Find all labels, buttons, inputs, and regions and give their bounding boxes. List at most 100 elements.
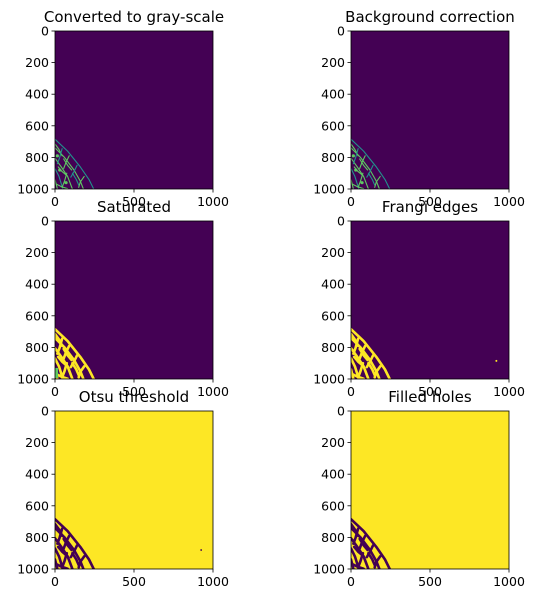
feature-edge <box>365 543 375 559</box>
feature-edge <box>351 372 365 379</box>
y-tick-label: 600 <box>321 308 345 323</box>
panel-title: Frangi edges <box>382 198 478 216</box>
y-tick-label: 200 <box>321 245 345 260</box>
feature-edge <box>71 172 80 186</box>
y-tick-label: 0 <box>337 24 345 39</box>
feature-edge <box>356 361 365 379</box>
feature-edge <box>351 357 361 379</box>
feature-edge <box>71 551 80 567</box>
x-tick-label: 1000 <box>197 574 229 589</box>
feature-edge <box>357 172 364 188</box>
image-features <box>55 138 95 189</box>
x-tick-label: 500 <box>418 384 442 399</box>
x-tick-label: 0 <box>51 384 59 399</box>
y-tick-label: 800 <box>321 340 345 355</box>
x-tick-label: 0 <box>347 384 355 399</box>
feature-edge <box>367 361 377 377</box>
y-tick-label: 800 <box>25 530 49 545</box>
y-tick-label: 800 <box>25 150 49 165</box>
y-tick-label: 1000 <box>17 182 49 197</box>
feature-edge <box>62 537 73 552</box>
feature-edge <box>374 175 381 188</box>
y-tick-label: 0 <box>41 24 49 39</box>
y-tick-label: 1000 <box>313 562 345 577</box>
feature-spot <box>360 181 364 185</box>
x-tick-label: 500 <box>418 194 442 209</box>
y-tick-label: 800 <box>321 530 345 545</box>
feature-spot <box>354 168 358 172</box>
y-tick-label: 0 <box>337 214 345 229</box>
feature-edge <box>351 167 360 189</box>
x-tick-label: 500 <box>418 574 442 589</box>
y-tick-label: 800 <box>321 150 345 165</box>
y-tick-label: 200 <box>25 245 49 260</box>
image-background <box>55 31 213 189</box>
feature-edge <box>358 347 369 362</box>
panel-title: Otsu threshold <box>79 388 189 406</box>
feature-edge <box>78 175 85 188</box>
feature-edge <box>356 551 365 569</box>
y-tick-label: 400 <box>25 467 49 482</box>
feature-edge <box>352 337 360 356</box>
x-tick-label: 1000 <box>197 194 229 209</box>
x-tick-label: 0 <box>347 574 355 589</box>
y-tick-label: 0 <box>41 214 49 229</box>
x-tick-label: 500 <box>122 194 146 209</box>
y-tick-label: 200 <box>321 435 345 450</box>
image-features <box>55 327 95 379</box>
x-tick-label: 1000 <box>197 384 229 399</box>
feature-edge <box>69 353 79 369</box>
feature-edge <box>351 547 361 569</box>
noise-dot <box>200 549 203 551</box>
feature-edge <box>366 164 374 178</box>
feature-edge <box>60 551 69 569</box>
feature-edge <box>373 555 382 569</box>
image-background <box>55 411 213 569</box>
image-features <box>55 517 203 569</box>
y-tick-label: 400 <box>25 87 49 102</box>
y-tick-label: 0 <box>337 404 345 419</box>
y-tick-label: 1000 <box>313 182 345 197</box>
image-features <box>351 327 498 379</box>
x-tick-label: 1000 <box>493 384 525 399</box>
x-tick-label: 1000 <box>493 574 525 589</box>
feature-spot <box>58 168 62 172</box>
feature-edge <box>358 537 369 552</box>
feature-edge <box>55 547 65 569</box>
panel-title: Converted to gray-scale <box>44 8 224 26</box>
x-tick-label: 500 <box>122 384 146 399</box>
feature-edge <box>55 138 95 189</box>
feature-edge <box>351 327 392 379</box>
y-tick-label: 400 <box>321 467 345 482</box>
x-tick-label: 1000 <box>493 194 525 209</box>
feature-edge <box>55 167 64 189</box>
feature-edge <box>62 347 73 362</box>
image-background <box>55 221 213 379</box>
feature-edge <box>55 517 95 569</box>
y-tick-label: 600 <box>321 118 345 133</box>
feature-edge <box>55 357 65 379</box>
feature-spot <box>64 181 68 185</box>
feature-edge <box>70 164 78 178</box>
feature-spot <box>55 367 58 378</box>
feature-edge <box>359 158 369 171</box>
image-background <box>351 221 509 379</box>
feature-edge <box>71 361 80 377</box>
panel-title: Background correction <box>345 8 515 26</box>
feature-edge <box>56 337 64 356</box>
feature-edge <box>77 555 86 569</box>
y-tick-label: 1000 <box>17 372 49 387</box>
image-background <box>351 31 509 189</box>
feature-edge <box>56 183 69 189</box>
feature-edge <box>352 148 359 165</box>
x-tick-label: 0 <box>347 194 355 209</box>
y-tick-label: 400 <box>321 87 345 102</box>
y-tick-label: 0 <box>41 404 49 419</box>
y-tick-label: 200 <box>25 55 49 70</box>
